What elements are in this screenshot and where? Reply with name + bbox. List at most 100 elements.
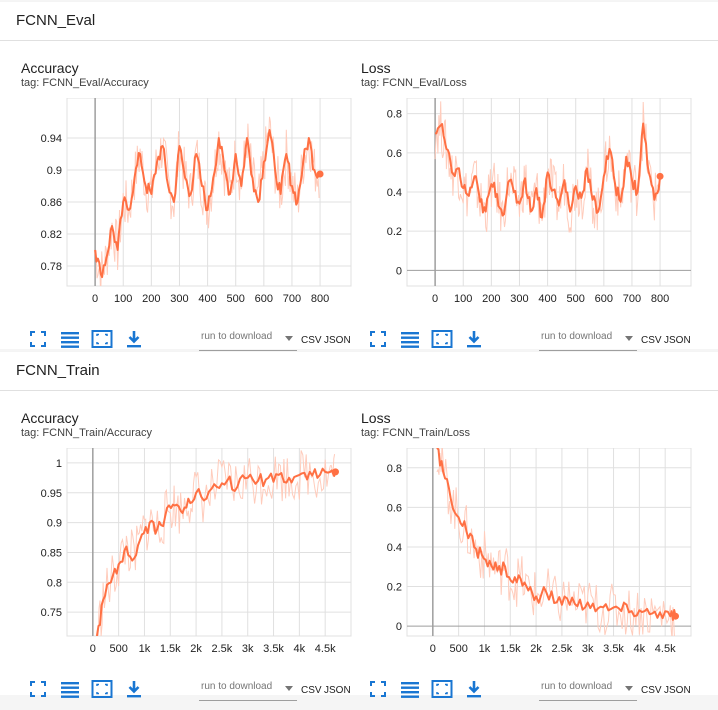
- y-tick-label: 0.2: [387, 226, 402, 238]
- list-button[interactable]: [59, 678, 81, 700]
- last-point-marker[interactable]: [656, 172, 664, 180]
- fit-domain-button[interactable]: [91, 678, 113, 700]
- smoothed-series-line[interactable]: [94, 129, 321, 279]
- x-tick-label: 1.5k: [500, 643, 521, 655]
- x-tick-label: 500: [227, 293, 245, 305]
- download-button[interactable]: [123, 328, 145, 350]
- x-tick-label: 800: [651, 293, 669, 305]
- run-download-select[interactable]: run to download: [539, 328, 637, 351]
- chart-card-eval-accuracy: Accuracy tag: FCNN_Eval/Accuracy 0 100 200…: [21, 60, 361, 360]
- csv-download-link[interactable]: CSV: [301, 685, 322, 696]
- section-header-fcnn-eval[interactable]: FCNN_Eval: [0, 2, 718, 41]
- section-body-fcnn-eval: Accuracy tag: FCNN_Eval/Accuracy 0 100 200…: [0, 41, 718, 351]
- section-title: FCNN_Train: [16, 362, 100, 379]
- section-header-fcnn-train[interactable]: FCNN_Train: [0, 352, 718, 391]
- csv-download-link[interactable]: CSV: [641, 335, 662, 346]
- fit-domain-icon: [431, 330, 453, 354]
- last-point-marker[interactable]: [672, 612, 680, 620]
- line-chart-train-loss[interactable]: 0 500 1k 1.5k 2k 2.5k 3k 3.5k 4k 4.5k 0 0.2 0.4 0.6 0.…: [361, 448, 701, 676]
- y-tick-label: 0.78: [41, 261, 62, 273]
- download-icon: [123, 681, 145, 704]
- list-icon: [59, 332, 81, 354]
- y-tick-label: 0.8: [387, 109, 402, 121]
- x-tick-label: 4.5k: [655, 643, 676, 655]
- json-download-link[interactable]: JSON: [664, 335, 691, 346]
- fit-domain-button[interactable]: [431, 678, 453, 700]
- chart-card-train-accuracy: Accuracy tag: FCNN_Train/Accuracy 0 500 1k…: [21, 410, 361, 710]
- list-icon: [59, 682, 81, 704]
- download-button[interactable]: [463, 328, 485, 350]
- x-tick-label: 3k: [242, 643, 254, 655]
- line-chart-eval-accuracy[interactable]: 0 100 200 300 400 500 600 700 800 0.78 0.82 0.86 0.9…: [21, 98, 361, 326]
- expand-button[interactable]: [367, 678, 389, 700]
- y-tick-label: 0.4: [387, 542, 402, 554]
- card-tag: tag: FCNN_Train/Accuracy: [21, 427, 153, 439]
- x-tick-label: 2.5k: [212, 643, 233, 655]
- x-tick-label: 2k: [190, 643, 202, 655]
- x-tick-label: 600: [595, 293, 613, 305]
- y-tick-label: 0.86: [41, 197, 62, 209]
- y-tick-label: 0.9: [47, 518, 62, 530]
- x-tick-label: 3k: [582, 643, 594, 655]
- y-tick-label: 0.6: [387, 502, 402, 514]
- download-button[interactable]: [123, 678, 145, 700]
- download-button[interactable]: [463, 678, 485, 700]
- x-tick-label: 0: [430, 643, 436, 655]
- x-tick-label: 800: [311, 293, 329, 305]
- expand-icon: [367, 331, 389, 354]
- fit-domain-icon: [91, 330, 113, 354]
- smoothed-series-line[interactable]: [436, 448, 677, 621]
- list-button[interactable]: [399, 678, 421, 700]
- json-download-link[interactable]: JSON: [324, 685, 351, 696]
- json-download-link[interactable]: JSON: [664, 685, 691, 696]
- smoothed-series-line[interactable]: [95, 467, 337, 636]
- plot-area: [406, 448, 692, 637]
- card-tag: tag: FCNN_Eval/Accuracy: [21, 77, 149, 89]
- x-tick-label: 4k: [294, 643, 306, 655]
- line-chart-eval-loss[interactable]: 0 100 200 300 400 500 600 700 800 0 0.2 0.4 0.6 0.8: [361, 98, 701, 326]
- y-tick-label: 0: [396, 621, 402, 633]
- expand-icon: [27, 331, 49, 354]
- list-button[interactable]: [399, 328, 421, 350]
- x-tick-label: 4.5k: [315, 643, 336, 655]
- line-chart-train-accuracy[interactable]: 0 500 1k 1.5k 2k 2.5k 3k 3.5k 4k 4.5k 0.75 0.8 0.85 0…: [21, 448, 361, 676]
- plot-area: [66, 98, 352, 287]
- y-tick-label: 0.75: [41, 607, 62, 619]
- card-title: Loss: [361, 410, 391, 426]
- fit-domain-button[interactable]: [91, 328, 113, 350]
- csv-download-link[interactable]: CSV: [641, 685, 662, 696]
- run-download-select[interactable]: run to download: [199, 678, 297, 701]
- x-tick-label: 4k: [634, 643, 646, 655]
- chevron-down-icon: [285, 336, 293, 341]
- select-placeholder: run to download: [201, 681, 273, 692]
- chart-card-train-loss: Loss tag: FCNN_Train/Loss 0 500 1k 1.5k 2k 2.…: [361, 410, 701, 710]
- x-tick-label: 100: [454, 293, 472, 305]
- list-icon: [399, 332, 421, 354]
- expand-button[interactable]: [27, 328, 49, 350]
- run-download-select[interactable]: run to download: [199, 328, 297, 351]
- expand-button[interactable]: [27, 678, 49, 700]
- y-tick-label: 1: [56, 458, 62, 470]
- smoothed-series-line[interactable]: [435, 122, 662, 219]
- y-tick-label: 0.8: [387, 463, 402, 475]
- expand-icon: [367, 681, 389, 704]
- chart-toolbar: run to download CSV JSON: [361, 328, 701, 354]
- card-title: Accuracy: [21, 60, 79, 76]
- expand-icon: [27, 681, 49, 704]
- last-point-marker[interactable]: [332, 468, 340, 476]
- fit-domain-icon: [91, 680, 113, 704]
- last-point-marker[interactable]: [316, 170, 324, 178]
- x-tick-label: 2k: [530, 643, 542, 655]
- json-download-link[interactable]: JSON: [324, 335, 351, 346]
- expand-button[interactable]: [367, 328, 389, 350]
- card-title: Accuracy: [21, 410, 79, 426]
- fit-domain-button[interactable]: [431, 328, 453, 350]
- x-tick-label: 500: [449, 643, 467, 655]
- x-tick-label: 700: [623, 293, 641, 305]
- run-download-select[interactable]: run to download: [539, 678, 637, 701]
- csv-download-link[interactable]: CSV: [301, 335, 322, 346]
- select-placeholder: run to download: [201, 331, 273, 342]
- list-button[interactable]: [59, 328, 81, 350]
- y-tick-label: 0.9: [47, 165, 62, 177]
- chart-toolbar: run to download CSV JSON: [21, 678, 361, 704]
